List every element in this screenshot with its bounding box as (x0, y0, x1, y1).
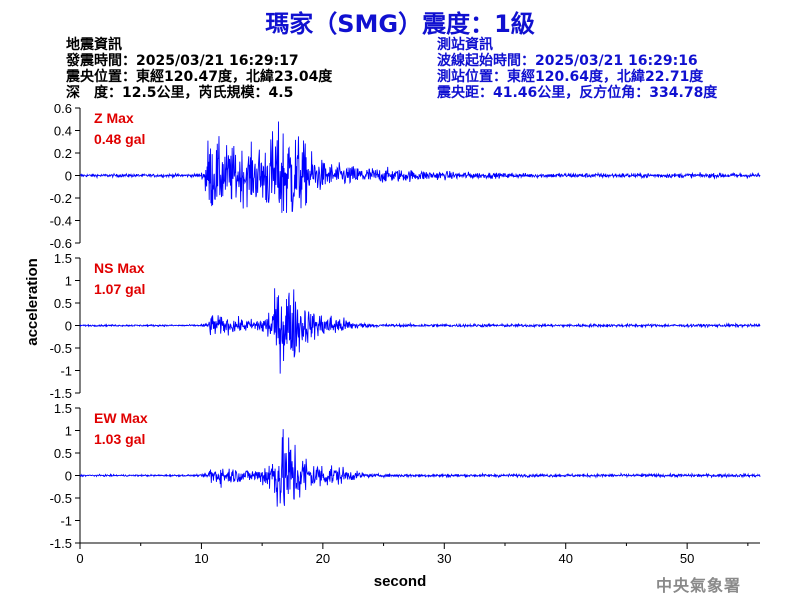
quake-info-block: 地震資訊 發震時間：2025/03/21 16:29:17 震央位置：東經120… (66, 37, 332, 101)
y-tick-label: -0.6 (50, 236, 72, 251)
agency-credit: 中央氣象署 (656, 576, 742, 595)
y-tick-label: -0.5 (50, 341, 72, 356)
y-tick-label: -1 (60, 364, 72, 379)
y-tick-label: 0.6 (54, 101, 72, 116)
waveform-z (79, 121, 761, 213)
waveform-ew (79, 429, 761, 507)
x-tick-label: 40 (558, 551, 572, 566)
y-tick-label: 0.5 (54, 296, 72, 311)
wave-start-time: 波線起始時間：2025/03/21 16:29:16 (437, 53, 698, 69)
x-tick-label: 0 (76, 551, 83, 566)
epicentral-distance: 震央距：41.46公里，反方位角：334.78度 (437, 85, 718, 101)
y-tick-label: 0 (65, 469, 72, 484)
y-tick-label: -0.5 (50, 491, 72, 506)
y-tick-label: -0.2 (50, 191, 72, 206)
max-label-z: Z Max (94, 110, 134, 126)
x-tick-label: 10 (194, 551, 208, 566)
max-value-z: 0.48 gal (94, 131, 145, 147)
chart-title: 瑪家（SMG）震度：1級 (265, 10, 535, 38)
y-tick-label: -1 (60, 514, 72, 529)
y-tick-label: 0 (65, 319, 72, 334)
x-tick-label: 50 (680, 551, 694, 566)
y-tick-label: 1 (65, 424, 72, 439)
station-info-header: 測站資訊 (437, 37, 493, 53)
station-location: 測站位置：東經120.64度，北緯22.71度 (437, 69, 704, 85)
y-tick-label: -1.5 (50, 536, 72, 551)
y-tick-label: 1.5 (54, 251, 72, 266)
y-tick-label: 1 (65, 274, 72, 289)
max-value-ew: 1.03 gal (94, 431, 145, 447)
waveform-ns (79, 288, 761, 374)
x-tick-label: 20 (316, 551, 330, 566)
max-value-ns: 1.07 gal (94, 281, 145, 297)
y-tick-label: -0.4 (50, 214, 72, 229)
x-axis-title: second (374, 573, 427, 590)
y-tick-label: 0.5 (54, 446, 72, 461)
origin-time: 發震時間：2025/03/21 16:29:17 (66, 53, 299, 69)
y-tick-label: -1.5 (50, 386, 72, 401)
max-label-ns: NS Max (94, 260, 145, 276)
max-label-ew: EW Max (94, 410, 148, 426)
quake-info-header: 地震資訊 (66, 37, 122, 53)
x-tick-label: 30 (437, 551, 451, 566)
depth-magnitude: 深 度：12.5公里，芮氏規模：4.5 (66, 85, 294, 101)
y-tick-label: 0.4 (54, 124, 72, 139)
y-tick-label: 1.5 (54, 401, 72, 416)
epicenter-location: 震央位置：東經120.47度，北緯23.04度 (66, 69, 333, 85)
y-tick-label: 0.2 (54, 146, 72, 161)
y-tick-label: 0 (65, 169, 72, 184)
y-axis-title: acceleration (24, 258, 41, 346)
station-info-block: 測站資訊 波線起始時間：2025/03/21 16:29:16 測站位置：東經1… (437, 37, 717, 101)
